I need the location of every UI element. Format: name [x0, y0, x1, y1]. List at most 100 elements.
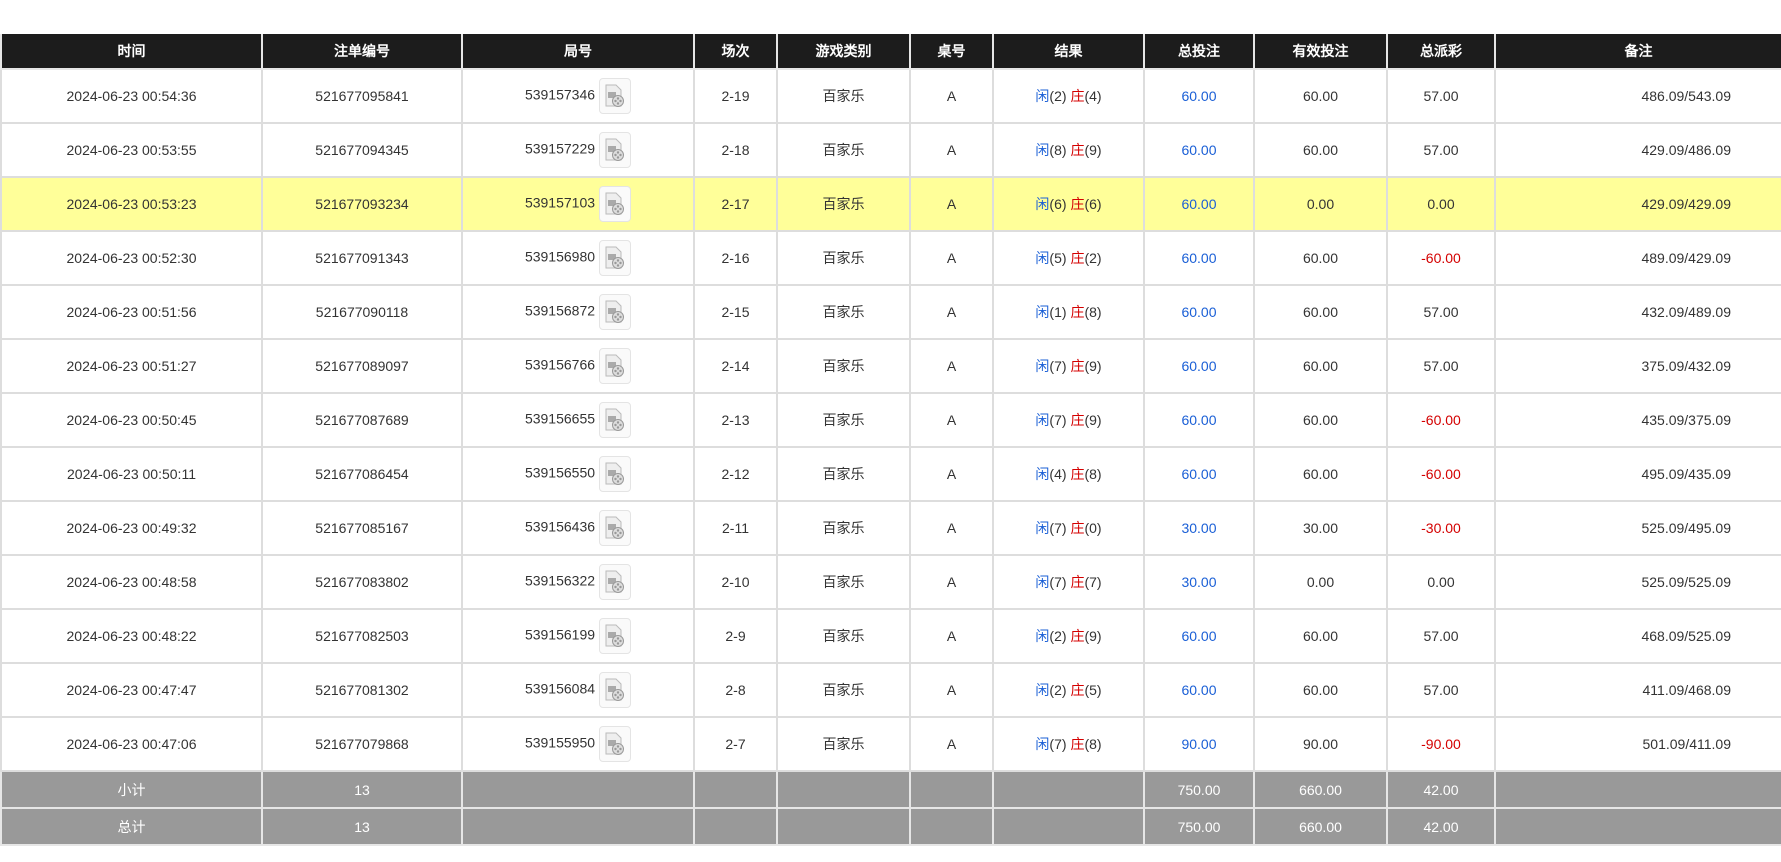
cell-round: 539156872: [461, 284, 695, 340]
cell-total-bet: 60.00: [1143, 338, 1255, 394]
cell-total-bet: 30.00: [1143, 554, 1255, 610]
cell-remark: 429.09/429.09: [1494, 176, 1781, 232]
banker-label: 庄: [1070, 682, 1085, 698]
cell-bet-id: 521677089097: [261, 338, 463, 394]
player-label: 闲: [1035, 682, 1050, 698]
video-replay-icon[interactable]: [599, 456, 632, 492]
cell-result: 闲(7) 庄(8): [992, 716, 1145, 772]
cell-game: 百家乐: [776, 338, 911, 394]
cell-valid-bet: 60.00: [1253, 338, 1388, 394]
cell-shoe: 2-9: [693, 608, 778, 664]
cell-table: A: [909, 554, 994, 610]
cell-round: 539156199: [461, 608, 695, 664]
video-replay-icon[interactable]: [599, 78, 632, 114]
cell-table: A: [909, 230, 994, 286]
video-replay-icon[interactable]: [599, 348, 632, 384]
cell-payout: 57.00: [1386, 68, 1496, 124]
cell-table: A: [909, 608, 994, 664]
player-label: 闲: [1035, 574, 1050, 590]
video-replay-icon[interactable]: [599, 726, 632, 762]
total-payout: 42.00: [1386, 807, 1496, 846]
cell-table: A: [909, 122, 994, 178]
banker-score: (2): [1084, 250, 1102, 266]
cell-bet-id: 521677095841: [261, 68, 463, 124]
table-row: 2024-06-23 00:51:27 521677089097 539156766…: [0, 338, 1781, 394]
cell-table: A: [909, 662, 994, 718]
total-row: 总计 13 750.00 660.00 42.00: [0, 807, 1781, 846]
player-label: 闲: [1035, 88, 1050, 104]
cell-valid-bet: 30.00: [1253, 500, 1388, 556]
video-replay-icon[interactable]: [599, 240, 632, 276]
table-row: 2024-06-23 00:53:55 521677094345 539157229…: [0, 122, 1781, 178]
table-row: 2024-06-23 00:52:30 521677091343 539156980…: [0, 230, 1781, 286]
cell-total-bet: 60.00: [1143, 122, 1255, 178]
video-replay-icon[interactable]: [599, 132, 632, 168]
video-replay-icon[interactable]: [599, 402, 632, 438]
total-valid-bet: 660.00: [1253, 807, 1388, 846]
subtotal-total-bet: 750.00: [1143, 770, 1255, 809]
round-number: 539156655: [524, 410, 596, 427]
cell-result: 闲(5) 庄(2): [992, 230, 1145, 286]
round-number: 539157103: [524, 194, 596, 211]
video-replay-icon[interactable]: [599, 510, 632, 546]
player-score: (7): [1049, 412, 1067, 428]
round-number: 539156436: [524, 518, 596, 535]
cell-shoe: 2-17: [693, 176, 778, 232]
cell-game: 百家乐: [776, 446, 911, 502]
banker-label: 庄: [1070, 304, 1085, 320]
cell-bet-id: 521677094345: [261, 122, 463, 178]
player-label: 闲: [1035, 142, 1050, 158]
cell-valid-bet: 60.00: [1253, 608, 1388, 664]
cell-round: 539156655: [461, 392, 695, 448]
table-row: 2024-06-23 00:47:47 521677081302 539156084…: [0, 662, 1781, 718]
cell-payout: -90.00: [1386, 716, 1496, 772]
banker-label: 庄: [1070, 574, 1085, 590]
header-payout: 总派彩: [1386, 34, 1496, 70]
table-row: 2024-06-23 00:50:11 521677086454 539156550…: [0, 446, 1781, 502]
round-number: 539156199: [524, 626, 596, 643]
banker-label: 庄: [1070, 736, 1085, 752]
video-replay-icon[interactable]: [599, 564, 632, 600]
cell-remark: 525.09/525.09: [1494, 554, 1781, 610]
cell-table: A: [909, 176, 994, 232]
video-replay-icon[interactable]: [599, 618, 632, 654]
cell-table: A: [909, 716, 994, 772]
cell-round: 539155950: [461, 716, 695, 772]
cell-time: 2024-06-23 00:47:47: [0, 662, 263, 718]
cell-remark: 486.09/543.09: [1494, 68, 1781, 124]
cell-total-bet: 60.00: [1143, 284, 1255, 340]
cell-valid-bet: 60.00: [1253, 68, 1388, 124]
cell-valid-bet: 60.00: [1253, 392, 1388, 448]
cell-payout: -60.00: [1386, 230, 1496, 286]
subtotal-payout: 42.00: [1386, 770, 1496, 809]
subtotal-count: 13: [261, 770, 463, 809]
banker-score: (8): [1084, 304, 1102, 320]
round-number: 539157229: [524, 140, 596, 157]
banker-score: (7): [1084, 574, 1102, 590]
table-row: 2024-06-23 00:53:23 521677093234 539157103…: [0, 176, 1781, 232]
cell-game: 百家乐: [776, 662, 911, 718]
video-replay-icon[interactable]: [599, 186, 632, 222]
video-replay-icon[interactable]: [599, 294, 632, 330]
player-label: 闲: [1035, 358, 1050, 374]
banker-label: 庄: [1070, 196, 1085, 212]
cell-payout: 0.00: [1386, 554, 1496, 610]
cell-remark: 432.09/489.09: [1494, 284, 1781, 340]
round-number: 539155950: [524, 734, 596, 751]
cell-bet-id: 521677085167: [261, 500, 463, 556]
total-count: 13: [261, 807, 463, 846]
player-label: 闲: [1035, 628, 1050, 644]
cell-game: 百家乐: [776, 608, 911, 664]
cell-result: 闲(7) 庄(9): [992, 338, 1145, 394]
video-replay-icon[interactable]: [599, 672, 632, 708]
cell-total-bet: 60.00: [1143, 176, 1255, 232]
cell-table: A: [909, 284, 994, 340]
cell-payout: 57.00: [1386, 338, 1496, 394]
cell-payout: 57.00: [1386, 122, 1496, 178]
cell-remark: 489.09/429.09: [1494, 230, 1781, 286]
cell-valid-bet: 0.00: [1253, 176, 1388, 232]
cell-shoe: 2-11: [693, 500, 778, 556]
subtotal-valid-bet: 660.00: [1253, 770, 1388, 809]
cell-time: 2024-06-23 00:49:32: [0, 500, 263, 556]
player-score: (7): [1049, 520, 1067, 536]
